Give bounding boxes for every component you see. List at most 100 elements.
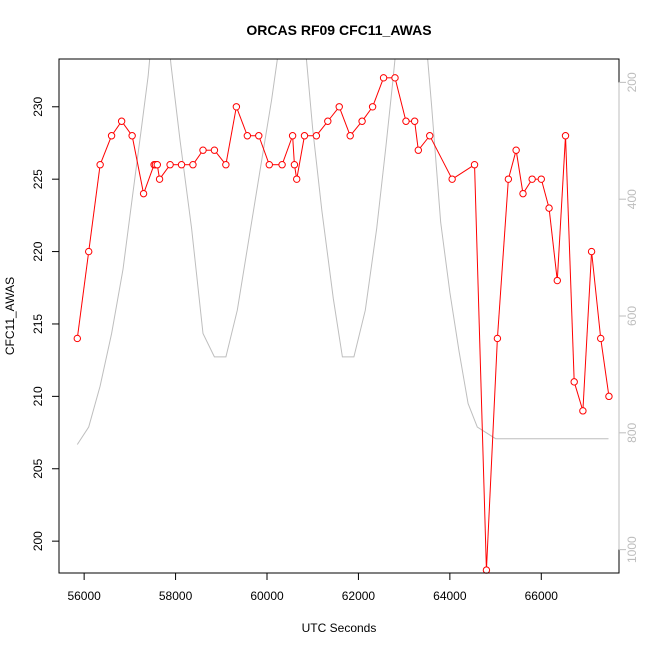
primary-series-segment	[486, 341, 498, 567]
primary-series-point	[448, 175, 456, 183]
primary-series-point	[391, 74, 399, 82]
primary-series-point	[85, 247, 93, 256]
x-tick-label: 58000	[159, 589, 193, 603]
y-tick-label: 220	[31, 241, 45, 261]
primary-series-point	[358, 117, 366, 125]
primary-series-point	[300, 132, 309, 140]
primary-series-segment	[157, 167, 160, 177]
primary-series-point	[155, 175, 164, 183]
primary-series-point	[368, 103, 377, 111]
primary-series-point	[293, 175, 301, 183]
primary-series-point	[553, 276, 561, 285]
x-tick-label: 64000	[433, 589, 467, 603]
x-tick-label: 60000	[250, 589, 284, 603]
x-tick-label: 56000	[67, 589, 101, 603]
y-tick-label: 205	[31, 458, 45, 478]
primary-series-point	[153, 161, 161, 169]
primary-series-segment	[237, 109, 247, 133]
primary-series-point	[346, 132, 354, 140]
primary-series-segment	[508, 153, 516, 177]
y-axis-label: CFC11_AWAS	[3, 277, 17, 355]
primary-series-point	[243, 132, 252, 140]
y-tick-label: 230	[31, 96, 45, 116]
primary-series-point	[410, 117, 419, 125]
primary-series-point	[312, 132, 321, 140]
primary-series-segment	[339, 109, 350, 133]
primary-series-point	[335, 103, 343, 111]
secondary-series-line	[76, 59, 609, 445]
y-tick-label: 210	[31, 386, 45, 406]
primary-series-point	[579, 407, 587, 415]
primary-series-segment	[556, 138, 566, 278]
primary-series-point	[605, 392, 613, 401]
primary-series-point	[402, 117, 410, 125]
x-tick-label: 66000	[525, 589, 559, 603]
primary-series-segment	[373, 80, 383, 104]
primary-series-segment	[414, 124, 419, 148]
primary-series-point	[493, 334, 502, 343]
primary-series-point	[597, 334, 605, 343]
primary-series-point	[528, 175, 536, 183]
y-tick-label: 200	[31, 531, 45, 551]
plot-frame	[58, 58, 620, 574]
primary-series-segment	[395, 80, 406, 119]
x-axis-label: UTC Seconds	[302, 621, 377, 635]
y-axis-right: 200 400 600 800 1000	[618, 72, 639, 563]
primary-series-point	[570, 378, 578, 386]
primary-series-segment	[77, 254, 89, 336]
primary-series-segment	[600, 341, 609, 394]
primary-series-point	[265, 161, 273, 169]
primary-series-segment	[591, 254, 601, 336]
primary-series-segment	[112, 123, 121, 134]
primary-series-point	[288, 132, 297, 140]
y2-tick-label: 1000	[625, 536, 639, 563]
primary-series-segment	[88, 167, 101, 249]
primary-series-segment	[430, 138, 452, 177]
primary-series-point	[177, 161, 186, 169]
primary-series-point	[504, 175, 513, 183]
y-tick-label: 215	[31, 314, 45, 334]
primary-series-segment	[565, 138, 575, 379]
primary-series-point	[139, 189, 148, 198]
primary-series-segment	[144, 167, 154, 191]
primary-series-segment	[282, 138, 292, 162]
primary-series-point	[414, 146, 423, 154]
primary-series-point	[324, 117, 332, 125]
primary-series-point	[73, 334, 81, 343]
primary-series-point	[199, 146, 207, 154]
primary-series-segment	[294, 167, 297, 177]
chart-title: ORCAS RF09 CFC11_AWAS	[246, 22, 431, 38]
primary-series-point	[470, 161, 479, 169]
primary-series-segment	[419, 137, 429, 149]
primary-series-segment	[317, 123, 327, 134]
y2-tick-label: 400	[625, 189, 639, 209]
y-axis-left: 200 205 210 215 220 225 230	[31, 96, 60, 551]
primary-series-point	[222, 161, 230, 169]
primary-series-point	[561, 132, 570, 140]
primary-series-segment	[194, 152, 202, 163]
primary-series-segment	[100, 138, 111, 162]
primary-series-segment	[574, 384, 583, 408]
primary-series-segment	[161, 166, 169, 177]
primary-series-point	[210, 146, 219, 154]
primary-series	[73, 74, 613, 574]
primary-series-segment	[296, 138, 305, 177]
primary-series-point	[482, 566, 491, 574]
x-tick-label: 62000	[342, 589, 376, 603]
primary-series-segment	[123, 123, 131, 134]
y2-tick-label: 800	[625, 422, 639, 442]
x-axis: 56000 58000 60000 62000 64000 66000	[67, 572, 559, 603]
primary-series-point	[512, 146, 520, 154]
primary-series-point	[117, 117, 126, 125]
primary-series-point	[128, 132, 136, 140]
primary-series-point	[255, 132, 263, 140]
primary-series-segment	[351, 123, 361, 134]
y2-tick-label: 200	[625, 72, 639, 92]
y-tick-label: 225	[31, 169, 45, 189]
primary-series-segment	[548, 211, 558, 278]
primary-series-segment	[259, 138, 269, 162]
primary-series-segment	[541, 182, 549, 206]
primary-series-segment	[216, 152, 225, 163]
primary-series-segment	[292, 138, 295, 162]
